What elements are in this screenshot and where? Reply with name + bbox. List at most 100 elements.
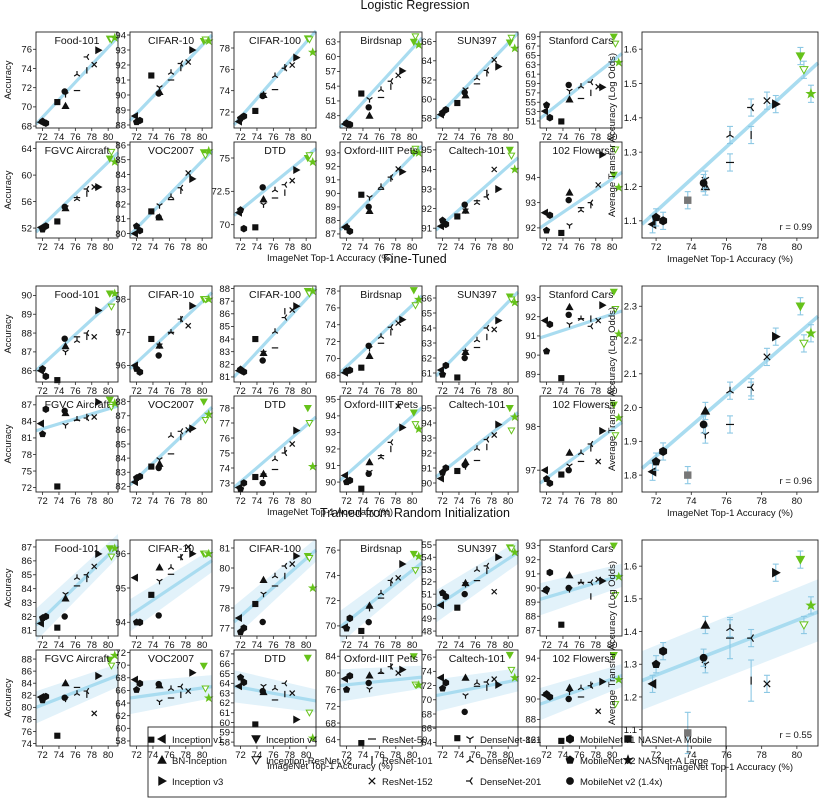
x-tick-label: 72 bbox=[235, 386, 246, 397]
y-tick-label: 76 bbox=[219, 65, 230, 76]
panel-frame bbox=[339, 285, 423, 383]
data-point bbox=[62, 349, 69, 356]
panel-frame bbox=[35, 141, 119, 239]
panel-title: Birdsnap bbox=[360, 35, 402, 47]
data-point bbox=[565, 448, 574, 456]
x-tick-label: 72 bbox=[235, 132, 246, 143]
x-tick-label: 72 bbox=[341, 242, 352, 253]
y-axis-label: Average Transfer Accuracy (Log Odds) bbox=[607, 561, 618, 725]
x-tick-label: 74 bbox=[252, 132, 263, 143]
data-point bbox=[595, 458, 602, 465]
data-point bbox=[747, 383, 755, 392]
data-point bbox=[95, 671, 103, 681]
data-point bbox=[700, 619, 711, 629]
y-tick-label: 92 bbox=[525, 223, 536, 234]
data-point bbox=[105, 396, 114, 405]
y-axis-label: Accuracy bbox=[3, 678, 14, 717]
y-tick-label: 87 bbox=[115, 411, 126, 422]
panel-food-101 bbox=[33, 285, 120, 385]
x-tick-label: 74 bbox=[686, 242, 697, 253]
data-point bbox=[565, 188, 574, 196]
data-point bbox=[83, 414, 90, 422]
y-axis-label: Accuracy bbox=[3, 314, 14, 353]
panel-title: CIFAR-100 bbox=[249, 289, 301, 301]
data-point bbox=[747, 103, 755, 112]
data-point bbox=[411, 302, 420, 310]
data-point bbox=[395, 574, 402, 581]
data-point bbox=[38, 696, 47, 704]
data-point bbox=[109, 156, 120, 166]
data-point bbox=[438, 589, 447, 597]
x-axis-label: ImageNet Top-1 Accuracy (%) bbox=[667, 254, 793, 265]
data-point bbox=[613, 57, 624, 67]
data-point bbox=[577, 579, 585, 585]
data-point bbox=[73, 195, 81, 202]
data-point bbox=[558, 621, 565, 628]
x-tick-label: 76 bbox=[70, 640, 81, 651]
x-axis-label: ImageNet Top-1 Accuracy (%) bbox=[267, 761, 393, 772]
panel-food-101 bbox=[33, 31, 120, 131]
data-point bbox=[483, 436, 490, 443]
x-tick-label: 78 bbox=[86, 640, 97, 651]
data-point bbox=[281, 65, 288, 72]
data-point bbox=[203, 294, 214, 304]
y-tick-label: 68 bbox=[115, 673, 126, 684]
y-tick-label: 67 bbox=[525, 41, 536, 52]
y-tick-label: 93 bbox=[115, 45, 126, 56]
x-tick-label: 74 bbox=[148, 496, 159, 507]
data-point bbox=[38, 365, 47, 372]
y-tick-label: 64 bbox=[21, 144, 32, 155]
legend-label: ResNet-101 bbox=[382, 756, 433, 767]
y-tick-label: 62 bbox=[421, 353, 432, 364]
fit-line bbox=[34, 151, 120, 234]
summary-panel bbox=[639, 539, 819, 755]
data-point bbox=[395, 72, 402, 79]
data-point bbox=[91, 61, 98, 68]
y-tick-label: 94 bbox=[421, 165, 432, 176]
y-tick-label: 86 bbox=[21, 366, 32, 377]
y-tick-label: 66 bbox=[115, 686, 126, 697]
data-point bbox=[491, 676, 498, 683]
panel-title: SUN397 bbox=[457, 35, 497, 47]
x-tick-label: 80 bbox=[301, 386, 312, 397]
panel-title: CIFAR-100 bbox=[249, 35, 301, 47]
data-point bbox=[366, 195, 373, 201]
panel-frame bbox=[339, 141, 423, 239]
y-tick-label: 1.4 bbox=[624, 113, 637, 124]
data-point bbox=[651, 659, 661, 668]
data-point bbox=[461, 461, 468, 469]
x-tick-label: 76 bbox=[70, 242, 81, 253]
data-point bbox=[609, 401, 618, 409]
data-point bbox=[236, 206, 245, 214]
y-tick-label: 92 bbox=[421, 448, 432, 459]
data-point bbox=[461, 354, 468, 362]
x-tick-label: 80 bbox=[301, 132, 312, 143]
data-point bbox=[377, 183, 385, 190]
y-tick-label: 62 bbox=[219, 698, 230, 709]
data-point bbox=[342, 624, 351, 632]
legend-marker bbox=[156, 734, 166, 744]
data-point bbox=[61, 694, 68, 701]
x-tick-label: 78 bbox=[284, 496, 295, 507]
x-tick-label: 72 bbox=[541, 640, 552, 651]
data-point bbox=[365, 679, 372, 687]
panel-title: Food-101 bbox=[55, 289, 100, 301]
data-point bbox=[507, 666, 516, 675]
panel-title: DTD bbox=[264, 399, 286, 411]
x-tick-label: 74 bbox=[558, 496, 569, 507]
panel-102-flowers bbox=[537, 395, 624, 495]
panel-title: Caltech-101 bbox=[449, 145, 506, 157]
data-point bbox=[473, 74, 481, 81]
data-point bbox=[293, 551, 301, 561]
data-point bbox=[281, 562, 288, 570]
x-tick-label: 80 bbox=[103, 132, 114, 143]
fit-line bbox=[233, 684, 317, 703]
data-point bbox=[185, 59, 192, 65]
summary-panel bbox=[639, 285, 820, 495]
data-point bbox=[799, 621, 809, 631]
data-point bbox=[156, 457, 163, 463]
data-point bbox=[565, 302, 574, 311]
y-tick-label: 49 bbox=[421, 614, 432, 625]
data-point bbox=[73, 337, 81, 344]
data-point bbox=[203, 36, 214, 46]
